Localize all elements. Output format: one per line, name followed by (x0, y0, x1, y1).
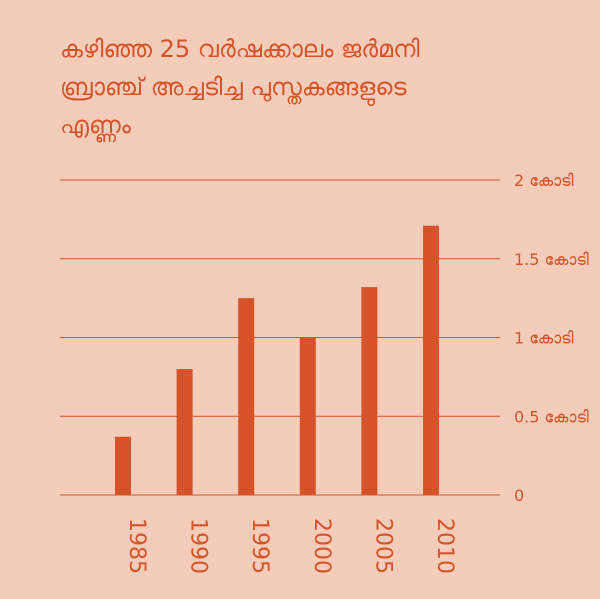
y-tick-label: 0.5 കോടി (514, 407, 589, 426)
x-tick-label: 1985 (124, 518, 149, 574)
bar (238, 298, 255, 495)
x-tick-label: 1995 (247, 518, 272, 574)
bar (299, 337, 316, 495)
bar (115, 436, 131, 495)
x-tick-label: 2005 (370, 518, 395, 574)
y-tick-label: 1 കോടി (514, 329, 574, 348)
bar (361, 287, 378, 495)
y-axis-ticks: 0 0.5 കോടി 1 കോടി 1.5 കോടി 2 കോടി (514, 171, 589, 505)
y-tick-label: 0 (514, 486, 524, 505)
y-tick-label: 1.5 കോടി (514, 250, 589, 269)
bar (423, 225, 439, 496)
x-tick-label: 2010 (432, 518, 457, 574)
x-tick-label: 1990 (186, 518, 211, 574)
y-tick-label: 2 കോടി (514, 171, 574, 190)
x-tick-label: 2000 (309, 518, 334, 574)
x-axis-ticks: 1985 1990 1995 2000 2005 2010 (124, 518, 457, 574)
bars (115, 225, 439, 496)
bar (176, 369, 193, 495)
chart-title: കഴിഞ്ഞ 25 വർഷക്കാലം ജർമനി ബ്രാഞ്ച് അച്ചട… (60, 35, 420, 139)
